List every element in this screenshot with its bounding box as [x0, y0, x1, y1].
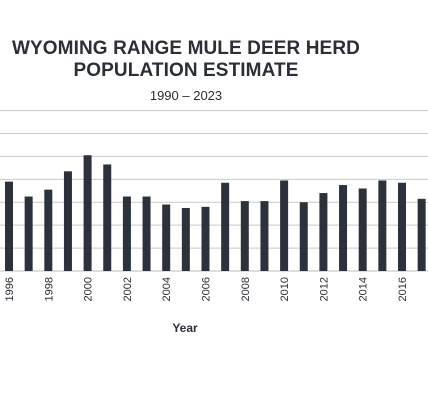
x-tick-label-2012: 2012	[318, 277, 330, 301]
bar-2017	[417, 198, 426, 271]
chart-title: WYOMING RANGE MULE DEER HERD POPULATION …	[0, 38, 372, 82]
bar-2000	[83, 155, 92, 271]
bar-2010	[280, 180, 289, 271]
bar-2009	[260, 201, 269, 271]
bar-2008	[240, 201, 249, 271]
chart-subtitle: 1990 – 2023	[149, 88, 223, 103]
x-tick-label-2000: 2000	[83, 277, 95, 301]
x-tick-label-2010: 2010	[279, 277, 291, 301]
bar-2012	[319, 193, 328, 271]
bar-2015	[378, 180, 387, 271]
bar-1997	[24, 196, 33, 271]
bar-2006	[201, 206, 210, 271]
x-tick-label-2008: 2008	[240, 277, 252, 301]
bar-1999	[63, 171, 72, 271]
x-tick-label-2002: 2002	[122, 277, 134, 301]
x-tick-label-2016: 2016	[397, 277, 409, 301]
x-tick-label-1996: 1996	[4, 277, 16, 301]
x-axis-label: Year	[172, 321, 198, 335]
bar-2014	[358, 188, 367, 271]
chart-title-line-1: WYOMING RANGE MULE DEER HERD	[12, 38, 360, 59]
bar-2007	[221, 182, 230, 271]
bar-2013	[339, 185, 348, 271]
chart-title-line-2: POPULATION ESTIMATE	[73, 59, 299, 81]
bar-2011	[299, 202, 308, 271]
bar-2004	[162, 204, 171, 271]
bar-1996	[5, 181, 13, 271]
bar-2003	[142, 196, 151, 271]
x-tick-label-1998: 1998	[43, 277, 55, 301]
bar-2016	[398, 182, 406, 271]
bar-2001	[103, 164, 112, 271]
x-tick-label-2004: 2004	[161, 277, 173, 301]
bar-2002	[122, 196, 131, 271]
x-tick-labels: 1996 1998 2000 2002 2004 2006 2008 2010 2012 2014…	[4, 277, 409, 301]
bars	[5, 155, 426, 271]
bar-1998	[44, 189, 53, 271]
bar-2005	[181, 207, 190, 271]
x-tick-label-2006: 2006	[201, 277, 213, 301]
x-tick-label-2014: 2014	[358, 277, 370, 301]
